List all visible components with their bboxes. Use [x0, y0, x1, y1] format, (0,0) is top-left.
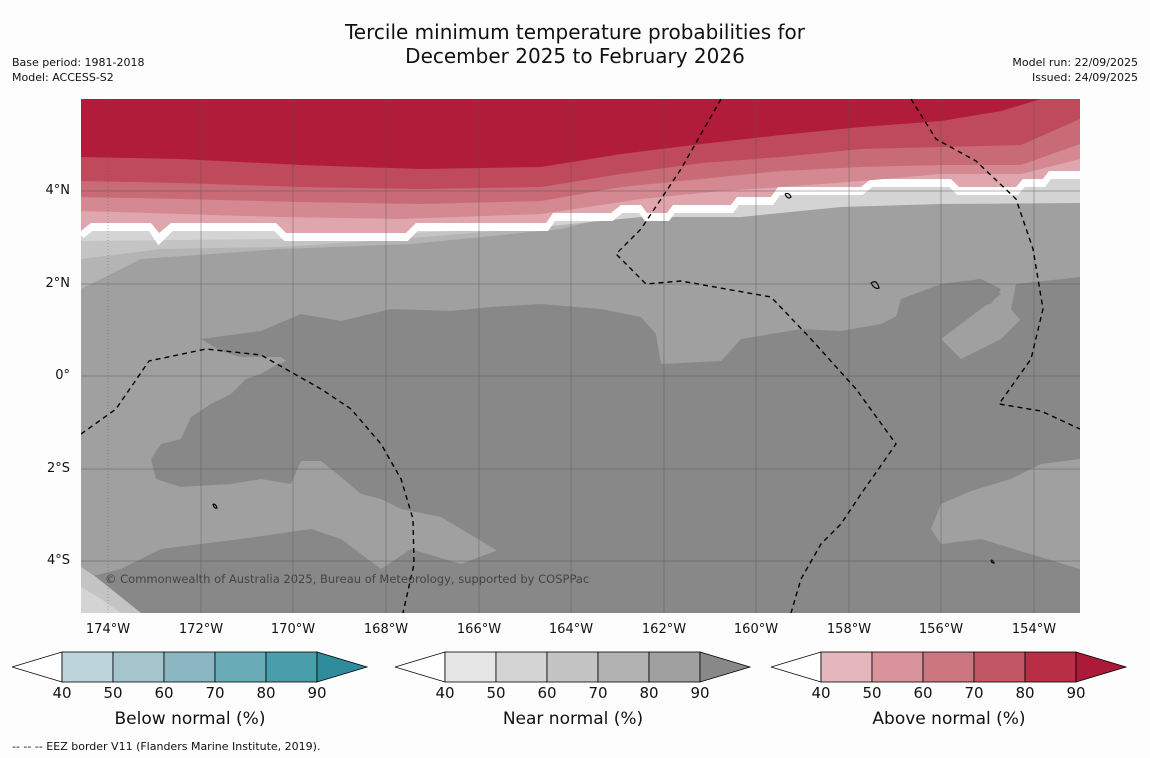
issued-date: Issued: 24/09/2025 [1031, 71, 1138, 84]
cb-below-tick: 50 [103, 684, 123, 702]
lon-label-156w: 156°W [918, 622, 964, 637]
cb-above-tick: 40 [811, 684, 831, 702]
cb-near-tick: 60 [537, 684, 557, 702]
near-normal-90-blob-east [896, 279, 1001, 329]
meta-left: Base period: 1981-2018 Model: ACCESS-S2 [12, 55, 144, 85]
map-title: Tercile minimum temperature probabilitie… [0, 20, 1150, 68]
near-colorbar-segment [444, 651, 497, 683]
lat-label-2s: 2°S [46, 461, 70, 476]
cb-above-tick: 50 [862, 684, 882, 702]
near-colorbar-extend-low [393, 651, 446, 683]
below-colorbar-segment [265, 651, 318, 683]
colorbar-below-svg [10, 651, 369, 683]
above-colorbar-segment [820, 651, 873, 683]
eez-borders [81, 99, 1080, 613]
lon-label-158w: 158°W [826, 622, 872, 637]
cb-above-tick: 90 [1066, 684, 1086, 702]
above-colorbar-segment [871, 651, 924, 683]
cb-near-tick: 70 [588, 684, 608, 702]
title-line-1: Tercile minimum temperature probabilitie… [344, 20, 806, 44]
above-colorbar-segment [973, 651, 1026, 683]
colorbar-near-svg [393, 651, 752, 683]
lon-label-154w: 154°W [1011, 622, 1057, 637]
cb-near-tick: 80 [639, 684, 659, 702]
cb-near-label: Near normal (%) [502, 709, 644, 729]
lon-label-170w: 170°W [270, 622, 316, 637]
map-panel: © Commonwealth of Australia 2025, Bureau… [81, 99, 1080, 613]
below-colorbar-segment [61, 651, 114, 683]
above-colorbar-extend-low [769, 651, 822, 683]
title-line-2: December 2025 to February 2026 [405, 44, 745, 68]
below-colorbar-segment [214, 651, 267, 683]
colorbar-below [10, 651, 369, 683]
colorbar-above [769, 651, 1128, 683]
meta-right: Model run: 22/09/2025 Issued: 24/09/2025 [1012, 55, 1138, 85]
cb-near-tick: 50 [486, 684, 506, 702]
lat-label-4n: 4°N [45, 183, 71, 198]
cb-below-tick: 70 [205, 684, 225, 702]
near-colorbar-segment [495, 651, 548, 683]
cb-below-tick: 80 [256, 684, 276, 702]
near-normal-90-blob-east2 [1011, 277, 1080, 327]
copyright: © Commonwealth of Australia 2025, Bureau… [105, 572, 590, 586]
cb-near-tick: 90 [690, 684, 710, 702]
eez-footnote: -- -- -- EEZ border V11 (Flanders Marine… [12, 740, 321, 753]
near-colorbar-segment [648, 651, 701, 683]
near-colorbar-segment [597, 651, 650, 683]
lon-label-160w: 160°W [733, 622, 779, 637]
cb-below-tick: 40 [52, 684, 72, 702]
below-colorbar-extend-high [316, 651, 369, 683]
lon-label-172w: 172°W [178, 622, 224, 637]
island-outline [212, 192, 995, 564]
below-colorbar-segment [112, 651, 165, 683]
lat-label-0: 0° [55, 368, 70, 383]
lon-label-166w: 166°W [456, 622, 502, 637]
graticule [81, 99, 1080, 613]
model-name: Model: ACCESS-S2 [12, 71, 114, 84]
near-colorbar-segment [546, 651, 599, 683]
base-period: Base period: 1981-2018 [12, 56, 145, 69]
cb-above-tick: 80 [1015, 684, 1035, 702]
cb-below-label: Below normal (%) [114, 709, 266, 729]
map-canvas [81, 99, 1080, 613]
above-normal-90-band [81, 99, 1041, 169]
cb-above-tick: 60 [913, 684, 933, 702]
near-normal-50-corner [81, 587, 121, 613]
cb-below-tick: 90 [307, 684, 327, 702]
above-colorbar-segment [922, 651, 975, 683]
lon-label-168w: 168°W [363, 622, 409, 637]
cb-above-tick: 70 [964, 684, 984, 702]
below-colorbar-extend-low [10, 651, 63, 683]
lat-label-4s: 4°S [46, 553, 70, 568]
near-colorbar-extend-high [699, 651, 752, 683]
above-colorbar-segment [1024, 651, 1077, 683]
cb-below-tick: 60 [154, 684, 174, 702]
near-normal-90-region [81, 279, 1080, 613]
cb-near-tick: 40 [435, 684, 455, 702]
cb-above-label: Above normal (%) [872, 709, 1026, 729]
model-run: Model run: 22/09/2025 [1012, 56, 1138, 69]
lat-label-2n: 2°N [45, 276, 71, 291]
above-colorbar-extend-high [1075, 651, 1128, 683]
lon-label-164w: 164°W [548, 622, 594, 637]
colorbar-near [393, 651, 752, 683]
colorbar-above-svg [769, 651, 1128, 683]
lon-label-174w: 174°W [85, 622, 131, 637]
lon-label-162w: 162°W [641, 622, 687, 637]
below-colorbar-segment [163, 651, 216, 683]
near-normal-80-patch [296, 467, 316, 494]
